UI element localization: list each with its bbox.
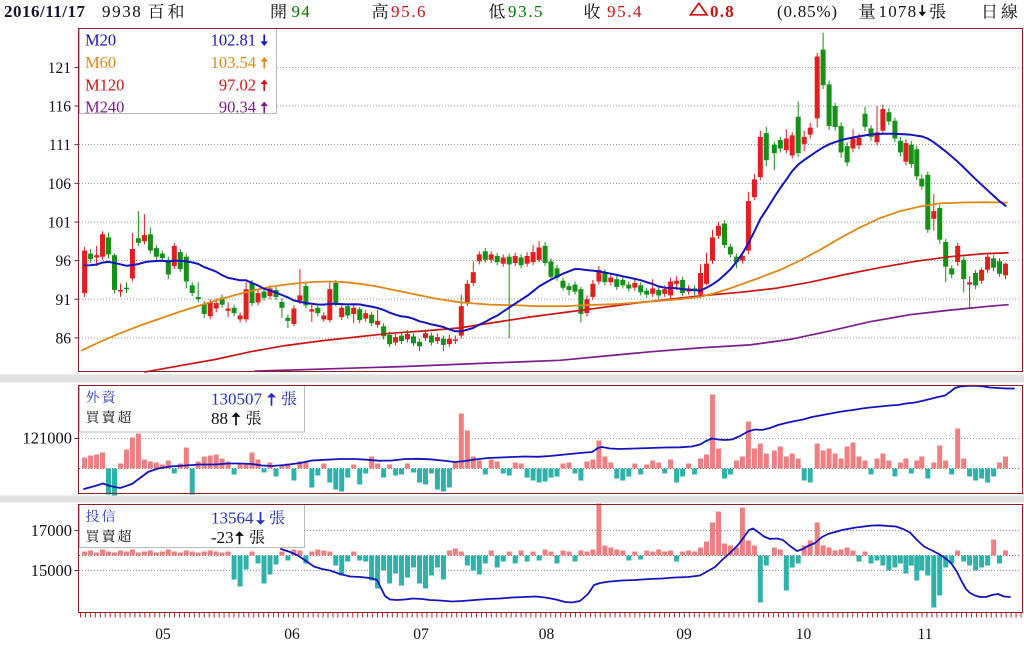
svg-text:130507: 130507 [211,390,263,409]
svg-text:05: 05 [155,626,171,643]
svg-text:96: 96 [56,253,72,270]
svg-text:121000: 121000 [23,429,73,448]
svg-text:90.34: 90.34 [219,98,256,117]
svg-text:97.02: 97.02 [219,76,256,95]
svg-text:106: 106 [48,176,72,193]
svg-text:17000: 17000 [31,521,72,540]
svg-text:15000: 15000 [31,561,72,580]
svg-text:07: 07 [413,626,429,643]
svg-text:13564: 13564 [211,509,254,528]
svg-text:102.81: 102.81 [211,31,256,50]
svg-text:101: 101 [48,214,71,231]
svg-text:95.4: 95.4 [607,2,643,21]
svg-text:93.5: 93.5 [508,2,544,21]
svg-text:91: 91 [56,292,72,309]
svg-text:M60: M60 [85,53,116,72]
svg-text:121: 121 [48,60,71,77]
svg-text:M20: M20 [85,31,116,50]
svg-text:09: 09 [676,626,692,643]
svg-text:95.6: 95.6 [391,2,427,21]
svg-text:08: 08 [539,626,555,643]
svg-text:0.8: 0.8 [710,2,735,21]
svg-text:2016/11/17: 2016/11/17 [4,2,86,21]
svg-text:111: 111 [49,137,71,154]
svg-text:116: 116 [48,99,71,116]
svg-text:86: 86 [56,330,72,347]
svg-text:10: 10 [796,626,812,643]
svg-text:(0.85%): (0.85%) [777,2,838,21]
svg-text:-23: -23 [211,528,234,547]
svg-text:94: 94 [292,2,311,21]
svg-text:M240: M240 [85,98,124,117]
svg-text:M120: M120 [85,76,124,95]
svg-text:103.54: 103.54 [211,53,256,72]
svg-text:9938: 9938 [102,2,142,21]
svg-text:1078: 1078 [879,2,918,21]
svg-text:11: 11 [918,626,933,643]
svg-text:06: 06 [284,626,300,643]
svg-text:88: 88 [211,409,228,428]
